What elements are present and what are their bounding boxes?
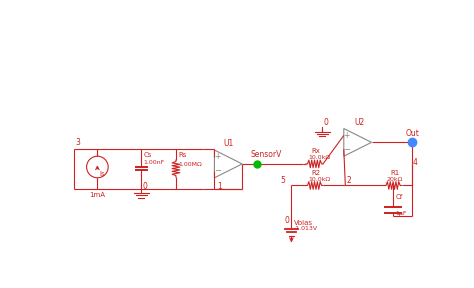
- Text: 1μF: 1μF: [395, 211, 407, 216]
- Text: R1: R1: [390, 170, 399, 176]
- Text: U1: U1: [224, 139, 234, 148]
- Text: Is: Is: [99, 171, 105, 177]
- Text: 10.0kΩ: 10.0kΩ: [309, 155, 330, 160]
- FancyArrowPatch shape: [290, 238, 293, 241]
- Text: Cs: Cs: [144, 152, 152, 158]
- Text: 0: 0: [284, 216, 289, 225]
- Text: 0: 0: [143, 182, 148, 191]
- Text: −: −: [214, 166, 221, 175]
- Text: R2: R2: [311, 170, 320, 176]
- Text: Cf: Cf: [395, 194, 402, 200]
- Text: 20kΩ: 20kΩ: [387, 177, 403, 182]
- Text: Vbias: Vbias: [294, 220, 313, 226]
- Text: Rs: Rs: [178, 152, 187, 158]
- Text: +: +: [214, 152, 221, 162]
- Text: 10.0kΩ: 10.0kΩ: [309, 177, 330, 182]
- Text: Rx: Rx: [311, 148, 320, 154]
- Text: 1.00nF: 1.00nF: [144, 160, 165, 165]
- Text: 2: 2: [347, 176, 352, 185]
- Text: 1.00MΩ: 1.00MΩ: [178, 162, 202, 167]
- Text: 1mA: 1mA: [90, 192, 105, 198]
- Text: SensorV: SensorV: [251, 150, 282, 159]
- FancyArrowPatch shape: [96, 166, 99, 170]
- Text: +: +: [344, 131, 350, 140]
- Text: 3: 3: [76, 139, 81, 147]
- Text: Out: Out: [405, 129, 419, 138]
- Text: -1.013V: -1.013V: [294, 226, 318, 231]
- Text: U2: U2: [355, 118, 365, 127]
- Text: −: −: [343, 145, 350, 154]
- Text: 5: 5: [281, 176, 285, 185]
- Text: 4: 4: [413, 158, 418, 167]
- Text: 1: 1: [218, 182, 222, 191]
- Text: 0: 0: [324, 118, 328, 127]
